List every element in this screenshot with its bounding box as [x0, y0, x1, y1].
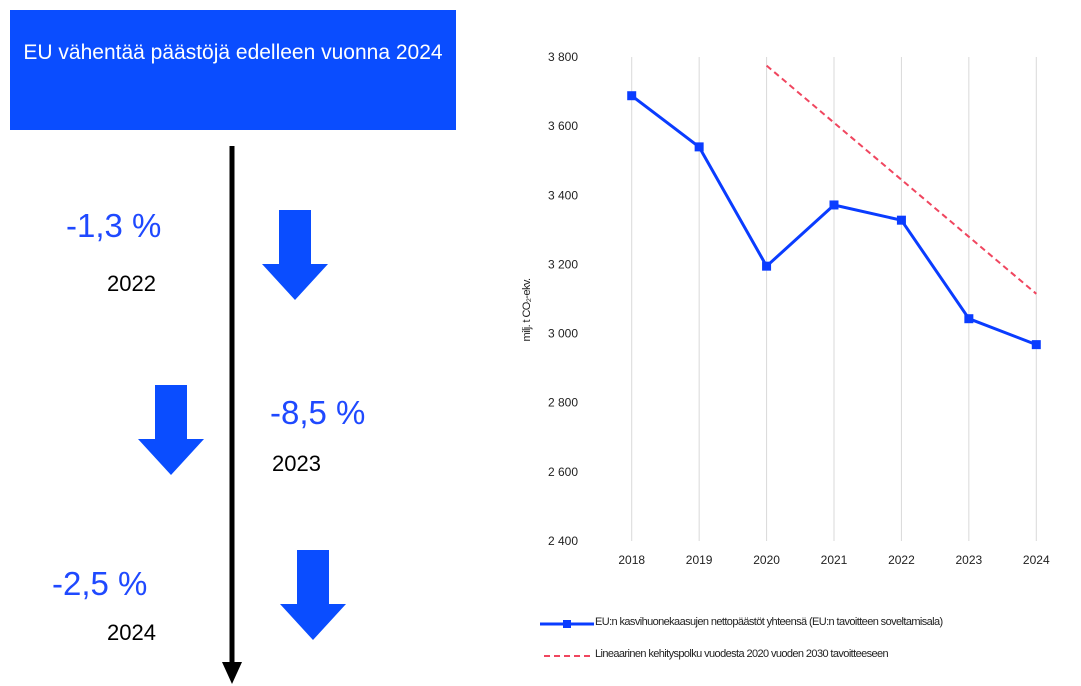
legend-solid-line-icon [540, 616, 594, 632]
change-2024-year: 2024 [107, 619, 156, 647]
title-text: EU vähentää päästöjä edelleen vuonna 202… [23, 41, 442, 64]
y-tick-label: 2 400 [548, 534, 578, 548]
down-arrow-icon [280, 550, 346, 640]
x-tick-label: 2024 [1023, 553, 1050, 567]
down-arrow-icon [138, 385, 204, 475]
data-point-marker [964, 314, 973, 323]
y-tick-label: 3 200 [548, 257, 578, 271]
legend-dashed-line-icon [540, 648, 594, 664]
legend-label-series: EU:n kasvihuonekaasujen nettopäästöt yht… [595, 616, 943, 628]
y-tick-label: 3 600 [548, 119, 578, 133]
y-tick-label: 3 800 [548, 50, 578, 64]
data-point-marker [897, 216, 906, 225]
y-tick-label: 3 400 [548, 188, 578, 202]
y-axis-label: milj. t CO₂-ekv. [521, 278, 533, 341]
x-tick-label: 2023 [956, 553, 983, 567]
y-tick-label: 2 800 [548, 396, 578, 410]
legend-item-target: Lineaarinen kehityspolku vuodesta 2020 v… [540, 646, 1081, 668]
x-tick-label: 2020 [753, 553, 780, 567]
timeline-arrow [212, 146, 252, 686]
y-tick-label: 2 600 [548, 465, 578, 479]
x-tick-label: 2019 [686, 553, 713, 567]
data-point-marker [695, 142, 704, 151]
x-tick-label: 2022 [888, 553, 915, 567]
title-banner: EU vähentää päästöjä edelleen vuonna 202… [10, 10, 456, 130]
legend-label-target: Lineaarinen kehityspolku vuodesta 2020 v… [595, 648, 888, 660]
change-2023-year: 2023 [272, 450, 321, 478]
y-tick-label: 3 000 [548, 327, 578, 341]
data-point-marker [627, 91, 636, 100]
data-point-marker [1032, 340, 1041, 349]
legend-item-series: EU:n kasvihuonekaasujen nettopäästöt yht… [540, 614, 1081, 636]
change-2023-percent: -8,5 % [270, 393, 365, 433]
down-arrow-icon [262, 210, 328, 300]
x-tick-label: 2021 [821, 553, 848, 567]
x-tick-label: 2018 [618, 553, 645, 567]
change-2022-year: 2022 [107, 270, 156, 298]
data-point-marker [830, 200, 839, 209]
data-point-marker [762, 262, 771, 271]
emissions-line-chart: 2 400 2 600 2 800 3 000 3 200 3 400 3 600 3 800… [500, 30, 1081, 590]
change-2024-percent: -2,5 % [52, 564, 147, 604]
change-2022-percent: -1,3 % [66, 206, 161, 246]
